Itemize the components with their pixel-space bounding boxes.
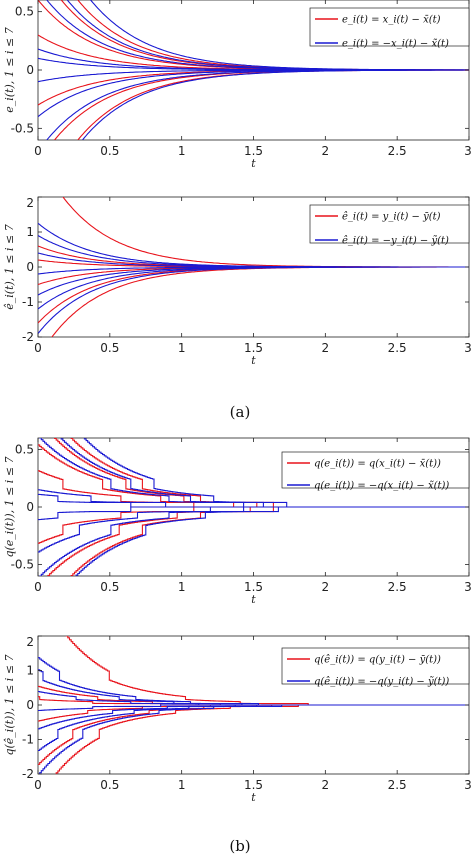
y-tick-label: 0.5 — [15, 5, 34, 19]
y-tick-label: 0 — [26, 698, 34, 712]
series-line-blue-7 — [38, 266, 469, 334]
y-axis-label: ê_i(t), 1 ≤ i ≤ 7 — [3, 224, 16, 309]
x-tick-label: 0.5 — [100, 580, 119, 594]
x-axis-label: t — [251, 354, 256, 367]
x-tick-label: 0 — [34, 778, 42, 792]
x-tick-label: 2.5 — [388, 341, 407, 355]
legend-label: ê_i(t) = −y_i(t) − ỹ(t) — [342, 236, 449, 247]
legend: q(e_i(t)) = q(x_i(t) − x̄(t)) q(e_i(t)) =… — [281, 451, 470, 492]
legend-label: ê_i(t) = y_i(t) − ȳ(t) — [342, 212, 441, 223]
caption-a: (a) — [230, 403, 251, 421]
x-tick-label: 2 — [322, 778, 330, 792]
y-tick-label: 2 — [26, 196, 34, 210]
x-tick-label: 3 — [464, 144, 472, 158]
y-tick-label: 0 — [26, 260, 34, 274]
y-tick-label: 1 — [26, 664, 34, 678]
x-axis-label: t — [251, 157, 256, 170]
x-tick-label: 2 — [322, 341, 330, 355]
series-line-blue-9 — [81, 69, 469, 140]
x-tick-label: 3 — [464, 341, 472, 355]
legend-label: q(ê_i(t)) = q(y_i(t) − ȳ(t)) — [314, 655, 441, 666]
chart-panel-1: 0 0.5 1 1.5 2 2.5 3-0.500.5te_i(t), 1 ≤ i ≤ 7e… — [3, 0, 472, 170]
x-tick-label: 1 — [178, 778, 186, 792]
x-tick-label: 1 — [178, 144, 186, 158]
x-tick-label: 2.5 — [388, 580, 407, 594]
chart-panel-2: 0 0.5 1 1.5 2 2.5 3 -2 -1 0 1 2 t ê_i(t), 1 ≤ i ≤ 7 ê_… — [3, 196, 472, 367]
chart-panel-3: 0 0.5 1 1.5 2 2.5 3-0.500.5tq(e_i(t)), 1 ≤ i ≤… — [3, 437, 472, 606]
x-tick-label: 2 — [322, 580, 330, 594]
legend-box — [281, 451, 470, 489]
y-axis-label: q(ê_i(t)), 1 ≤ i ≤ 7 — [3, 654, 16, 755]
legend-box — [281, 647, 470, 685]
legend-label: e_i(t) = −x_i(t) − x̃(t) — [342, 39, 449, 50]
y-tick-label: 0 — [26, 63, 34, 77]
y-axis-label: e_i(t), 1 ≤ i ≤ 7 — [3, 27, 16, 112]
legend-label: q(ê_i(t)) = −q(y_i(t) − ỹ(t)) — [314, 677, 449, 688]
x-tick-label: 1.5 — [244, 580, 263, 594]
x-tick-label: 0 — [34, 341, 42, 355]
y-tick-label: 2 — [26, 635, 34, 649]
y-tick-label: -0.5 — [11, 121, 34, 135]
chart-panel-4: 0 0.5 1 1.5 2 2.5 3 -2 -1 0 1 2 t q(ê_i(t)), 1 ≤ i ≤ … — [3, 635, 472, 804]
legend-label: q(e_i(t)) = q(x_i(t) − x̄(t)) — [314, 459, 441, 470]
y-tick-label: 0.5 — [15, 443, 34, 457]
y-tick-label: -0.5 — [11, 558, 34, 572]
x-tick-label: 0.5 — [100, 144, 119, 158]
y-tick-label: -2 — [22, 767, 34, 781]
x-tick-label: 1.5 — [244, 341, 263, 355]
y-tick-label: 1 — [26, 225, 34, 239]
legend: e_i(t) = x_i(t) − x̄(t) e_i(t) = −x_i(t) … — [309, 7, 470, 50]
y-tick-label: -1 — [22, 733, 34, 747]
y-tick-label: 0 — [26, 500, 34, 514]
x-tick-label: 0 — [34, 580, 42, 594]
x-tick-label: 2.5 — [388, 778, 407, 792]
y-tick-label: -1 — [22, 295, 34, 309]
x-tick-label: 2.5 — [388, 144, 407, 158]
x-tick-label: 1.5 — [244, 144, 263, 158]
y-tick-label: -2 — [22, 330, 34, 344]
caption-b: (b) — [229, 837, 250, 855]
x-tick-label: 1 — [178, 580, 186, 594]
legend-label: e_i(t) = x_i(t) − x̄(t) — [342, 15, 441, 26]
legend-label: q(e_i(t)) = −q(x_i(t) − x̃(t)) — [314, 481, 449, 492]
x-tick-label: 1 — [178, 341, 186, 355]
legend: q(ê_i(t)) = q(y_i(t) − ȳ(t)) q(ê_i(t)) = … — [281, 647, 470, 688]
x-axis-label: t — [251, 593, 256, 606]
x-tick-label: 3 — [464, 580, 472, 594]
x-tick-label: 3 — [464, 778, 472, 792]
legend-box — [309, 204, 470, 244]
x-tick-label: 0.5 — [100, 341, 119, 355]
legend-box — [309, 7, 470, 47]
x-axis-label: t — [251, 791, 256, 804]
x-tick-label: 1.5 — [244, 778, 263, 792]
series-line-blue-9 — [75, 506, 469, 576]
y-axis-label: q(e_i(t)), 1 ≤ i ≤ 7 — [3, 456, 16, 557]
x-tick-label: 2 — [322, 144, 330, 158]
x-tick-label: 0.5 — [100, 778, 119, 792]
x-tick-label: 0 — [34, 144, 42, 158]
legend: ê_i(t) = y_i(t) − ȳ(t) ê_i(t) = −y_i(t) −… — [309, 204, 470, 247]
series-line-blue-7 — [39, 704, 469, 774]
